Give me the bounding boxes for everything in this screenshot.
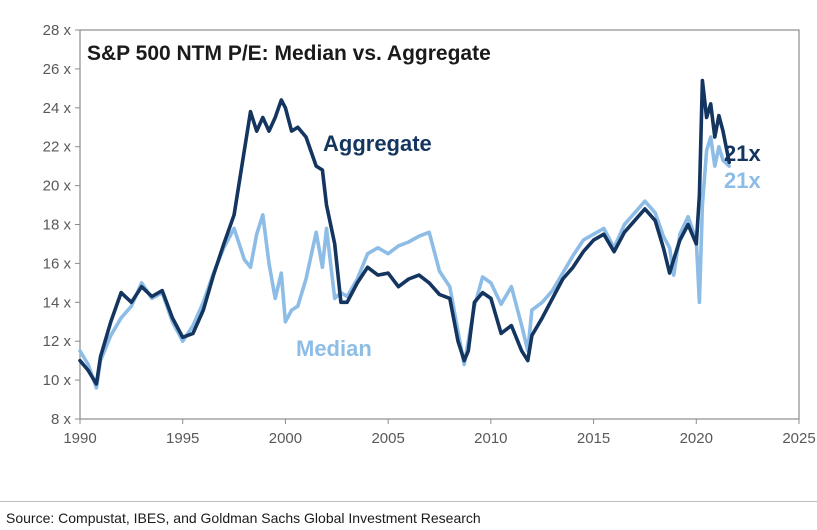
x-tick-label: 2025 (782, 430, 815, 447)
y-tick-label: 16 x (43, 255, 72, 272)
y-tick-label: 26 x (43, 61, 72, 78)
median-line (78, 135, 731, 390)
aggregate-end-label: 21x (724, 141, 761, 166)
chart: 8 x 10 x 12 x 14 x 16 x 18 x 20 x 22 x 24 x 26 x 2… (43, 22, 816, 447)
y-tick-label: 20 x (43, 178, 72, 195)
chart-title: S&P 500 NTM P/E: Median vs. Aggregate (87, 42, 491, 65)
y-tick-label: 22 x (43, 139, 72, 156)
y-tick-label: 18 x (43, 217, 72, 234)
source-note: Source: Compustat, IBES, and Goldman Sac… (6, 510, 481, 526)
x-tick-label: 2005 (371, 430, 404, 447)
aggregate-line (78, 78, 731, 386)
y-tick-label: 14 x (43, 294, 72, 311)
y-tick-label: 24 x (43, 100, 72, 117)
x-tick-label: 1990 (63, 430, 96, 447)
series-lines (78, 78, 731, 390)
x-tick-label: 2010 (474, 430, 507, 447)
y-tick-label: 10 x (43, 372, 72, 389)
source-divider (0, 501, 817, 502)
median-series-label: Median (296, 336, 372, 361)
x-tick-label: 1995 (166, 430, 199, 447)
y-tick-label: 12 x (43, 333, 72, 350)
y-tick-label: 8 x (51, 411, 72, 428)
x-axis: 1990 1995 2000 2005 2010 2015 2020 2025 (63, 419, 816, 447)
y-axis: 8 x 10 x 12 x 14 x 16 x 18 x 20 x 22 x 24 x 26 x 2… (43, 22, 80, 428)
median-end-label: 21x (724, 168, 761, 193)
y-tick-label: 28 x (43, 22, 72, 39)
x-tick-label: 2015 (577, 430, 610, 447)
x-tick-label: 2000 (269, 430, 302, 447)
aggregate-series-label: Aggregate (323, 131, 432, 156)
x-tick-label: 2020 (680, 430, 713, 447)
